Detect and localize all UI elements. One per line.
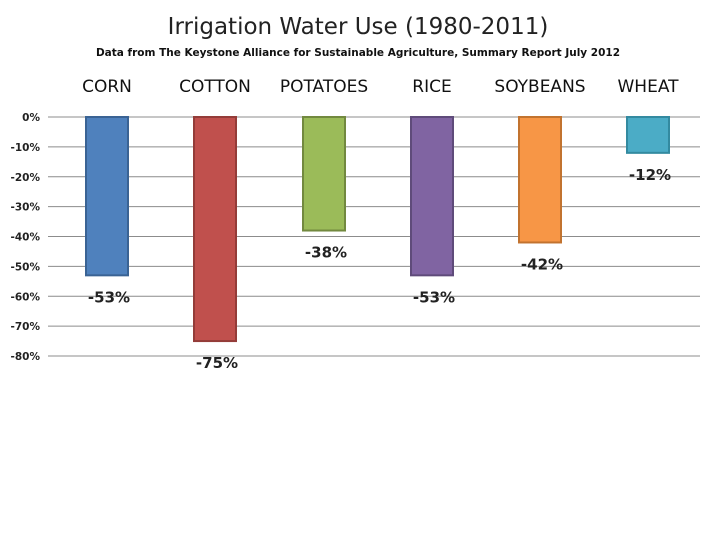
category-label: WHEAT [617, 77, 679, 97]
y-tick-label: 0% [22, 112, 40, 124]
category-label: POTATOES [280, 77, 368, 97]
data-label: -12% [629, 166, 671, 184]
data-label: -75% [196, 354, 238, 372]
bar-soybeans [518, 116, 562, 244]
data-label: -53% [413, 288, 455, 306]
y-tick-label: -60% [11, 291, 41, 303]
data-labels: -53% -75% -38% -53% -42% -12% [88, 166, 671, 372]
y-tick-label: -30% [11, 202, 41, 214]
bar-wheat [626, 116, 670, 154]
category-label: RICE [412, 77, 451, 97]
data-label: -53% [88, 288, 130, 306]
bar-potatoes [302, 116, 346, 232]
chart-title: Irrigation Water Use (1980-2011) [168, 14, 549, 40]
y-tick-label: -20% [11, 172, 41, 184]
bar-corn [85, 116, 129, 277]
category-label: SOYBEANS [494, 77, 585, 97]
chart-subtitle: Data from The Keystone Alliance for Sust… [96, 47, 620, 59]
data-label: -38% [305, 244, 347, 262]
bar-cotton [193, 116, 237, 343]
category-label: COTTON [179, 77, 251, 97]
category-label: CORN [82, 77, 132, 97]
y-tick-label: -10% [11, 142, 41, 154]
category-labels: CORN COTTON POTATOES RICE SOYBEANS WHEAT [82, 77, 679, 97]
data-label: -42% [521, 255, 563, 273]
gridlines [48, 116, 700, 357]
y-tick-label: -50% [11, 261, 41, 273]
y-axis-ticks: 0% -10% -20% -30% -40% -50% -60% -70% -80% [11, 112, 41, 363]
y-tick-label: -70% [11, 321, 41, 333]
y-tick-label: -40% [11, 232, 41, 244]
bars [85, 116, 670, 343]
bar-rice [410, 116, 454, 277]
y-tick-label: -80% [11, 351, 41, 363]
